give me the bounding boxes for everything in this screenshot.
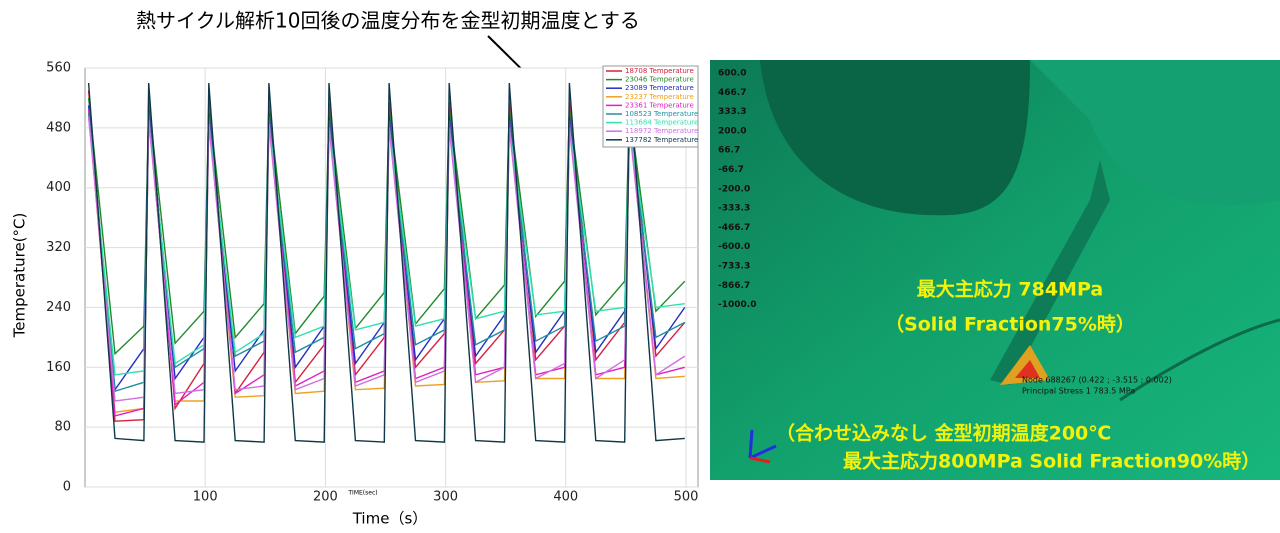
compare-line2: 最大主応力800MPa Solid Fraction90%時） <box>843 450 1260 473</box>
scale-label: -466.7 <box>718 223 750 233</box>
y-tick-label: 240 <box>46 300 71 315</box>
scale-label: -866.7 <box>718 281 750 291</box>
y-tick-label: 480 <box>46 120 71 135</box>
x-tick-label: 500 <box>674 490 699 505</box>
y-axis-label: Temperature(°C) <box>11 213 29 339</box>
annotation: 熱サイクル解析10回後の温度分布を金型初期温度とする <box>136 9 640 33</box>
legend-label: 137782 Temperature <box>625 136 698 144</box>
scale-label: 200.0 <box>718 126 746 136</box>
result-line2: （Solid Fraction75%時） <box>885 313 1135 336</box>
y-tick-label: 160 <box>46 360 71 375</box>
y-tick-label: 400 <box>46 180 71 195</box>
scale-label: -600.0 <box>718 242 750 252</box>
legend-label: 18708 Temperature <box>625 67 694 75</box>
node-line2: Principal Stress 1 783.5 MPa <box>1022 387 1135 396</box>
scale-label: -1000.0 <box>718 300 756 310</box>
x-tick-label: 200 <box>313 490 338 505</box>
legend-label: 23089 Temperature <box>625 84 694 92</box>
legend-label: 113684 Temperature <box>625 119 698 127</box>
x-tick-label: 300 <box>433 490 458 505</box>
y-tick-label: 320 <box>46 240 71 255</box>
page: 熱サイクル解析10回後の温度分布を金型初期温度とする Temperature(°… <box>0 0 1280 529</box>
x-axis-label: Time（s） <box>352 510 428 528</box>
y-tick-label: 560 <box>46 61 71 76</box>
x-axis-sublabel: TIME(sec) <box>347 490 377 497</box>
contour-panel: 600.0 466.7 333.3 200.0 66.7 -66.7 -200.0 -333.… <box>710 60 1280 480</box>
legend-label: 23046 Temperature <box>625 76 694 84</box>
scale-label: 600.0 <box>718 69 746 79</box>
scale-label: -66.7 <box>718 165 744 175</box>
legend-label: 108523 Temperature <box>625 110 698 118</box>
x-tick-label: 100 <box>193 490 218 505</box>
scale-label: -200.0 <box>718 184 750 194</box>
compare-line1: （合わせ込みなし 金型初期温度200℃ <box>776 422 1111 445</box>
scale-label: 466.7 <box>718 88 746 98</box>
legend-label: 23237 Temperature <box>625 93 694 101</box>
scale-label: -333.3 <box>718 204 750 214</box>
y-tick-label: 80 <box>54 420 71 435</box>
legend-label: 23361 Temperature <box>625 101 694 109</box>
x-tick-label: 400 <box>553 490 578 505</box>
y-tick-label: 0 <box>63 480 71 495</box>
result-line1: 最大主応力 784MPa <box>917 278 1103 301</box>
axis-triad <box>750 430 752 458</box>
scale-label: 66.7 <box>718 146 740 156</box>
node-line1: Node 688267 (0.422 ; -3.515 ; 0.002) <box>1022 376 1172 385</box>
scale-label: 333.3 <box>718 107 746 117</box>
scale-label: -733.3 <box>718 262 750 272</box>
legend-label: 118972 Temperature <box>625 127 698 135</box>
